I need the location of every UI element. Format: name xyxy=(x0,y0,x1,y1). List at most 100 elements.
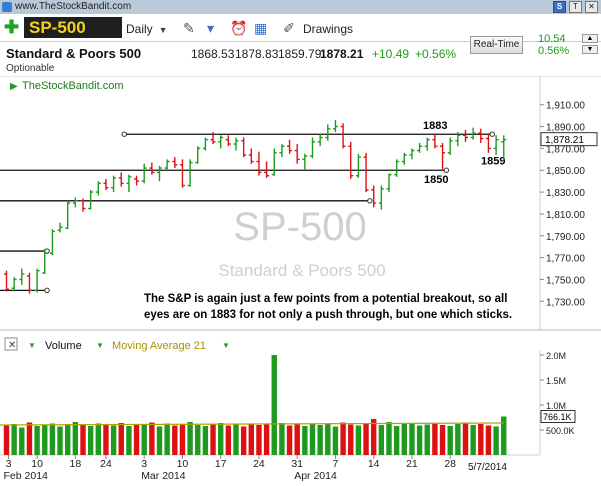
volume-bar xyxy=(11,424,17,455)
collapse-arrow-icon: ▶ xyxy=(10,81,18,92)
ohlc-bar xyxy=(271,148,277,176)
volume-bar xyxy=(401,424,407,455)
add-plus-icon[interactable]: ✚ xyxy=(4,17,20,37)
ohlc-bar xyxy=(34,268,40,293)
ohlc-bar xyxy=(470,127,476,140)
volume-bar xyxy=(179,424,186,455)
ohlc-bar xyxy=(248,148,254,164)
ohlc-bar xyxy=(118,172,124,187)
ohlc-bar xyxy=(88,189,94,210)
volume-bar xyxy=(80,425,86,455)
ohlc-bar xyxy=(202,137,208,151)
price-tick-label: 1,790.00 xyxy=(546,232,585,243)
watermark-name: Standard & Poors 500 xyxy=(218,261,385,280)
time-tick-label: 24 xyxy=(253,458,265,470)
calculator-icon[interactable]: ▦ xyxy=(254,20,268,36)
real-time-button[interactable]: Real-Time xyxy=(470,36,523,54)
instrument-name: Standard & Poors 500 xyxy=(6,46,142,61)
optionable-label: Optionable xyxy=(6,63,55,74)
time-tick-label: 31 xyxy=(291,458,303,470)
ohlc-bar xyxy=(164,159,170,172)
quote-last: 1878.21 xyxy=(320,47,364,61)
menu-button[interactable]: T xyxy=(569,1,582,13)
volume-bar xyxy=(202,426,209,455)
price-tick-label: 1,890.00 xyxy=(546,123,585,134)
volume-bar xyxy=(65,424,71,455)
ohlc-bar xyxy=(279,144,285,158)
ohlc-bar xyxy=(149,162,155,175)
volume-bar xyxy=(26,422,33,455)
ohlc-bar xyxy=(401,152,407,165)
time-axis: 3 10 18 24 3 10 17 24 31 7 14 21 28 Feb 2014 Mar 2014 A… xyxy=(4,455,507,482)
close-window-button[interactable]: ✕ xyxy=(585,1,598,13)
volume-bar xyxy=(19,427,25,455)
volume-bar xyxy=(195,425,201,455)
ohlc-bar xyxy=(409,148,415,160)
quote-bar: Standard & Poors 500 1868.53 1878.83 185… xyxy=(0,42,601,64)
volume-bar xyxy=(118,423,124,455)
scroll-down-button[interactable]: ▼ xyxy=(582,45,598,54)
price-tick-label: 1,850.00 xyxy=(546,166,585,177)
volume-bar xyxy=(279,423,285,455)
annotation-line-1: The S&P is again just a few points from … xyxy=(144,293,507,305)
volume-bar xyxy=(501,416,507,455)
ohlc-bar xyxy=(394,159,400,177)
ohlc-bar xyxy=(485,133,491,153)
level-handle xyxy=(44,287,50,294)
pencil-icon[interactable]: ✐ xyxy=(283,20,295,36)
volume-bar xyxy=(42,425,48,455)
volume-bar xyxy=(416,425,423,455)
volume-bar xyxy=(34,426,40,455)
close-x-icon xyxy=(4,337,18,351)
ohlc-bar xyxy=(317,134,323,147)
ma-dropdown-icon: ▼ xyxy=(222,341,230,350)
ohlc-bar xyxy=(440,142,446,171)
window-buttons: S T ✕ xyxy=(553,1,598,13)
volume-bar xyxy=(309,423,316,455)
time-tick-label: 21 xyxy=(406,458,418,470)
ohlc-bar xyxy=(355,153,361,178)
volume-bar xyxy=(72,422,79,455)
volume-bar xyxy=(187,422,193,455)
volume-bar xyxy=(393,426,400,455)
ohlc-bar xyxy=(447,137,453,155)
dropdown-chevron-icon[interactable]: ▾ xyxy=(207,20,215,36)
volume-bar xyxy=(432,423,438,455)
indicator-icon[interactable]: ✎ xyxy=(183,20,195,36)
level-handle xyxy=(121,131,127,137)
time-tick-label: 3 xyxy=(141,458,147,470)
chart-area[interactable]: ▶ TheStockBandit.com SP-500 Standard & P… xyxy=(0,75,601,482)
ohlc-bar xyxy=(187,159,193,187)
price-chart-svg[interactable]: ▶ TheStockBandit.com SP-500 Standard & P… xyxy=(0,75,601,482)
price-tick-label: 1,730.00 xyxy=(546,297,585,308)
support-resistance-lines: 1883 1850 1859 xyxy=(0,120,505,294)
level-label: 1883 xyxy=(423,120,447,132)
volume-bar xyxy=(286,425,293,455)
scroll-up-button[interactable]: ▲ xyxy=(582,34,598,43)
ohlc-bar xyxy=(49,229,55,256)
symbol-input[interactable]: SP-500 xyxy=(24,17,122,38)
volume-bar xyxy=(325,424,331,455)
last-volume-label: 766.1K xyxy=(543,412,572,422)
alarm-clock-icon[interactable]: ⏰ xyxy=(230,20,248,36)
time-tick-label: 10 xyxy=(31,458,43,470)
price-tick-label: 1,750.00 xyxy=(546,275,585,286)
period-select[interactable]: Daily ▼ xyxy=(126,22,168,36)
ohlc-bar xyxy=(218,135,224,149)
volume-bar xyxy=(49,423,56,455)
quote-low: 1859.79 xyxy=(278,47,322,61)
ohlc-bar xyxy=(225,135,231,147)
drawings-menu[interactable]: Drawings xyxy=(303,22,354,36)
price-tick-label: 1,810.00 xyxy=(546,210,585,221)
volume-bar xyxy=(332,426,339,455)
volume-bar xyxy=(248,423,254,455)
volume-bar xyxy=(149,422,155,455)
ohlc-bar xyxy=(363,152,369,193)
ohlc-bar xyxy=(19,268,25,285)
share-button[interactable]: S xyxy=(553,1,566,13)
volume-tick-label: 500.0K xyxy=(546,426,575,436)
app-icon xyxy=(2,2,12,12)
ohlc-bar xyxy=(65,200,71,230)
level-handle xyxy=(367,198,373,204)
ohlc-bar xyxy=(111,175,117,193)
